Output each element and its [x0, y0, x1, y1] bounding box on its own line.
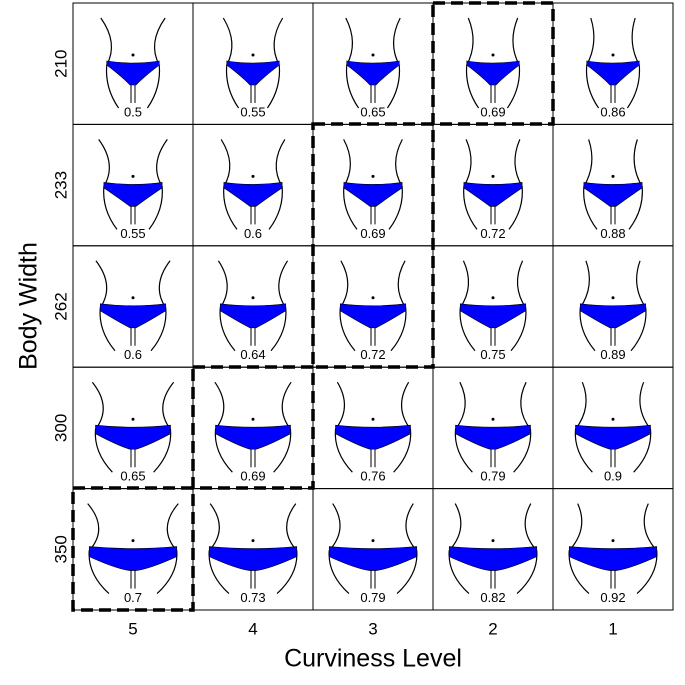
cell-value: 0.76	[360, 469, 385, 484]
underwear	[568, 546, 658, 571]
cell-value: 0.79	[480, 469, 505, 484]
column-label: 3	[368, 619, 377, 638]
navel	[491, 296, 495, 300]
navel	[131, 53, 135, 57]
cell-value: 0.6	[244, 226, 262, 241]
navel	[131, 296, 135, 300]
cell-value: 0.92	[600, 590, 625, 605]
cell	[552, 488, 674, 611]
cell-value: 0.82	[480, 590, 505, 605]
navel	[491, 539, 495, 543]
x-axis-label: Curviness Level	[284, 645, 462, 673]
navel	[371, 174, 375, 178]
navel	[611, 539, 615, 543]
navel	[371, 53, 375, 57]
cell-value: 0.89	[600, 347, 625, 362]
underwear	[215, 424, 291, 450]
highlight-box	[431, 1, 555, 126]
navel	[371, 539, 375, 543]
underwear	[328, 546, 418, 571]
highlight-box	[71, 486, 195, 612]
row-label: 350	[51, 535, 70, 563]
underwear	[208, 546, 298, 571]
cell-value: 0.69	[480, 104, 505, 119]
cell-value: 0.5	[124, 104, 142, 119]
underwear	[583, 182, 643, 207]
underwear	[103, 182, 163, 207]
navel	[251, 296, 255, 300]
navel	[491, 174, 495, 178]
row-label: 262	[51, 292, 70, 320]
navel	[611, 53, 615, 57]
cell-value: 0.55	[120, 226, 145, 241]
cell-value: 0.7	[124, 590, 142, 605]
underwear	[343, 182, 403, 207]
cell-value: 0.9	[604, 469, 622, 484]
underwear	[335, 424, 411, 450]
underwear	[99, 303, 167, 329]
navel	[611, 296, 615, 300]
row-label: 300	[51, 414, 70, 442]
underwear	[346, 60, 400, 86]
navel	[131, 174, 135, 178]
navel	[131, 539, 135, 543]
highlight-box	[311, 122, 435, 369]
navel	[251, 174, 255, 178]
cell-value: 0.64	[240, 347, 265, 362]
underwear	[579, 303, 647, 329]
underwear	[575, 424, 651, 450]
navel	[611, 417, 615, 421]
underwear	[586, 60, 640, 86]
row-label: 210	[51, 50, 70, 78]
underwear	[459, 303, 527, 329]
cell-value: 0.88	[600, 226, 625, 241]
highlights	[71, 1, 555, 612]
cell-value: 0.69	[240, 469, 265, 484]
navel	[491, 417, 495, 421]
navel	[251, 53, 255, 57]
column-label: 2	[488, 619, 497, 638]
cell-value: 0.73	[240, 590, 265, 605]
navel	[611, 174, 615, 178]
underwear	[339, 303, 407, 329]
y-axis-label: Body Width	[15, 242, 43, 370]
grid: 5 4 3 2 1 210 233 262 300 350 0.5 0.55 0.65 0.69 0.86 0…	[51, 2, 674, 638]
column-label: 5	[128, 619, 137, 638]
column-label: 4	[248, 619, 257, 638]
column-label: 1	[608, 619, 617, 638]
underwear	[466, 60, 520, 86]
underwear	[455, 424, 531, 450]
underwear	[95, 424, 171, 450]
navel	[251, 417, 255, 421]
cell-value: 0.72	[480, 226, 505, 241]
cell-value: 0.6	[124, 347, 142, 362]
navel	[131, 417, 135, 421]
navel	[371, 417, 375, 421]
cell-value: 0.86	[600, 104, 625, 119]
underwear	[88, 546, 178, 571]
cell-value: 0.75	[480, 347, 505, 362]
navel	[251, 539, 255, 543]
underwear	[448, 546, 538, 571]
navel	[491, 53, 495, 57]
highlight-box	[191, 365, 315, 490]
cell-value: 0.65	[360, 104, 385, 119]
cell-value: 0.69	[360, 226, 385, 241]
underwear	[219, 303, 287, 329]
cell-value: 0.72	[360, 347, 385, 362]
underwear	[226, 60, 280, 86]
underwear	[106, 60, 160, 86]
cell-value: 0.55	[240, 104, 265, 119]
row-label: 233	[51, 171, 70, 199]
navel	[371, 296, 375, 300]
cell-value: 0.65	[120, 469, 145, 484]
cell-value: 0.79	[360, 590, 385, 605]
underwear	[223, 182, 283, 207]
underwear	[463, 182, 523, 207]
